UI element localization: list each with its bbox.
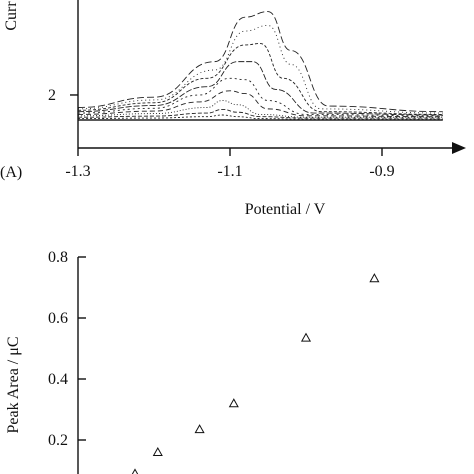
panel-b-peak-area-plot: 0.8 0.6 0.4 0.2 Peak Area / μC	[5, 249, 380, 474]
panel-b-data-point	[152, 446, 163, 457]
panel-b-y-ticks: 0.8 0.6 0.4 0.2	[48, 249, 86, 449]
panel-b-data-point	[369, 273, 380, 283]
panel-a-voltammogram: -1.3 -1.1 -0.9 2 (A) Potential / V Curr	[0, 0, 466, 218]
panel-a-x-tick-label: -0.9	[369, 163, 394, 180]
panel-a-x-tick-label: -1.3	[65, 163, 90, 180]
panel-b-data-point	[194, 424, 205, 434]
panel-a-series-line	[77, 61, 443, 116]
panel-a-series-line	[77, 11, 443, 113]
panel-b-data-point	[300, 332, 312, 342]
panel-b-y-axis-label: Peak Area / μC	[5, 337, 22, 434]
panel-b-y-tick-label: 0.8	[48, 249, 68, 266]
panel-a-x-axis-label: Potential / V	[245, 201, 326, 218]
panel-b-data-point	[228, 398, 239, 408]
panel-b-y-tick-label: 0.6	[48, 310, 68, 327]
panel-b-data-point	[131, 468, 139, 474]
panel-a-x-tick-label: -1.1	[217, 163, 242, 180]
panel-b-y-tick-label: 0.4	[48, 371, 68, 388]
panel-a-y-axis-label: Curr	[3, 1, 20, 31]
panel-a-x-axis-arrow	[452, 142, 466, 154]
panel-a-curves	[77, 11, 443, 121]
panel-a-series-line	[77, 114, 443, 120]
panel-b-y-tick-label: 0.2	[48, 432, 68, 449]
panel-a-series-line	[77, 77, 443, 117]
panel-a-series-line	[77, 43, 443, 115]
panel-a-x-ticks: -1.3 -1.1 -0.9	[65, 148, 395, 180]
panel-a-y-tick-label: 2	[48, 87, 56, 104]
panel-a-label: (A)	[0, 164, 22, 181]
panel-b-points	[131, 273, 380, 474]
panel-a-y-ticks: 2	[48, 87, 78, 104]
panel-a-series-line	[77, 25, 443, 114]
panel-a-series-line	[77, 108, 443, 119]
